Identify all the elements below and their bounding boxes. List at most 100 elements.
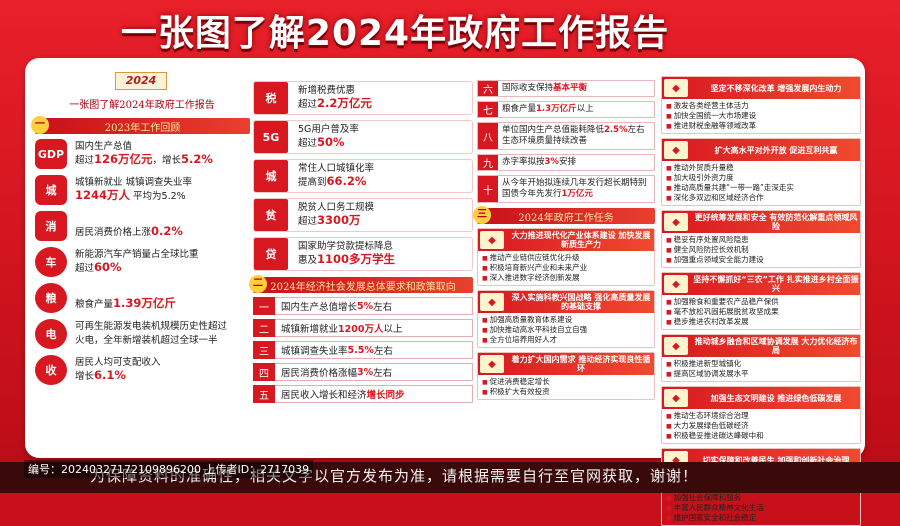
- review-line1: 城镇新就业 城镇调查失业率: [75, 177, 193, 188]
- target-number: 一: [253, 297, 275, 315]
- achievement-card: 贫脱贫人口务工规模 超过3300万: [253, 198, 473, 232]
- target-list: 一国内生产总值增长 5% 左右二城镇新增就业 1200万人 以上三城镇调查失业率 5.5%…: [253, 297, 473, 403]
- review-line2-text: 火电: [75, 335, 95, 346]
- card-highlight: 1100多万学生: [317, 252, 396, 266]
- column-targets-tasks: 六国际收支保持基本平衡七粮食产量1.3万亿斤以上八单位国内生产总值能耗降低2.5…: [473, 76, 655, 400]
- task-block: ◆ 坚定不移深化改革 增强发展内生动力激发各类经营主体活力加快全国统一大市场建设推…: [661, 76, 861, 134]
- watermark: 编号：20240327172109896200 上传者ID：2717039: [24, 460, 314, 478]
- year-badge: 2024: [115, 72, 167, 90]
- task-title: 坚持不懈抓好“三农”工作 扎实推进乡村全面振兴: [693, 275, 859, 293]
- task-item: 深入推进数字经济创新发展: [482, 273, 650, 283]
- target-highlight: 3%: [357, 366, 374, 378]
- review-item: 车新能源汽车产销量占全球比重 超过60%: [35, 246, 250, 278]
- target-suffix: 以上: [576, 104, 594, 114]
- target-suffix: 安排: [558, 157, 576, 167]
- task-item: 推动生态环境综合治理: [666, 411, 856, 421]
- card-highlight: 66.2%: [326, 174, 367, 188]
- review-text: 居民人均可支配收入 增长6.1%: [75, 357, 161, 383]
- task-icon: ◆: [664, 141, 688, 159]
- task-items: 加强高质量教育体系建设加快推动高水平科技自立自强全方位培养用好人才: [478, 313, 654, 347]
- card-line1: 常住人口城镇化率: [298, 163, 375, 174]
- card-text: 脱贫人口务工规模 超过3300万: [298, 202, 374, 228]
- footer-text: 为保障资料的准确性，相关文字以官方发布为准，请根据需要自行至官网获取，谢谢！: [90, 467, 699, 485]
- task-icon: ◆: [664, 337, 688, 355]
- target-row: 八单位国内生产总值能耗降低2.5%左右 生态环境质量持续改善: [477, 122, 655, 150]
- task-item: 提高区域协调发展水平: [666, 369, 856, 379]
- task-item: 积极推进新型城镇化: [666, 359, 856, 369]
- task-header: ◆ 更好统筹发展和安全 有效防范化解重点领域风险: [662, 211, 860, 233]
- target-row: 九赤字率拟按3%安排: [477, 154, 655, 171]
- review-icon: 车: [35, 247, 67, 277]
- target-highlight: 1200万人: [338, 324, 384, 335]
- task-icon: ◆: [480, 231, 504, 249]
- review-text: 国内生产总值 超过126万亿元，增长5.2%: [75, 141, 213, 167]
- review-line1: 居民人均可支配收入: [75, 357, 161, 368]
- achievement-card: 城常住人口城镇化率 提高到66.2%: [253, 159, 473, 193]
- card-text: 国家助学贷款提标降息 惠及1100多万学生: [298, 241, 395, 267]
- card-line2: 提高到: [298, 177, 327, 188]
- target-number: 五: [253, 385, 275, 403]
- task-item: 加大吸引外资力度: [666, 173, 856, 183]
- review-line1: 可再生能源发电装机规模历史性超过: [75, 321, 228, 332]
- target-label: 国内生产总值增长: [281, 302, 358, 313]
- task-item: 全方位培养用好人才: [482, 335, 650, 345]
- task-item: 加强粮食和重要农产品稳产保供: [666, 297, 856, 307]
- target-row: 三城镇调查失业率 5.5% 左右: [253, 341, 473, 359]
- review-icon: 粮: [35, 283, 67, 313]
- task-item: 毫不放松巩固拓展脱贫攻坚成果: [666, 307, 856, 317]
- target-label: 粮食产量: [502, 104, 537, 114]
- task-header: ◆ 加强生态文明建设 推进绿色低碳发展: [662, 387, 860, 409]
- review-text: 粮食产量1.39万亿斤: [75, 285, 176, 311]
- content-panel: 2024 一张图了解2024年政府工作报告 一 2023年工作回顾 GDP 国内生…: [25, 58, 865, 526]
- review-line2-text: 居民消费价格上涨: [75, 227, 152, 238]
- target-text: 赤字率拟按3%安排: [498, 155, 654, 170]
- review-icon: 电: [35, 319, 67, 349]
- target-text: 从今年开始拟连续几年发行超长期特别国债今年先发行1万亿元: [498, 176, 654, 202]
- review-icon: 收: [35, 355, 67, 385]
- task-item: 大力发展绿色低碳经济: [666, 421, 856, 431]
- target-highlight: 3%: [544, 157, 559, 167]
- target-text: 粮食产量1.3万亿斤以上: [498, 102, 654, 117]
- column-achievements: 税新增税费优惠 超过2.2万亿元 5G 5G用户普及率 超过50% 城常住人口城镇化率 提高…: [249, 76, 473, 403]
- target-highlight: 基本平衡: [553, 83, 588, 93]
- header-tag: 2024 一张图了解2024年政府工作报告: [53, 72, 231, 112]
- task-item: 积极稳妥推进碳达峰碳中和: [666, 431, 856, 441]
- review-highlight: 6.1%: [94, 368, 126, 382]
- task-items: 推动生态环境综合治理大力发展绿色低碳经济积极稳妥推进碳达峰碳中和: [662, 409, 860, 443]
- card-text: 常住人口城镇化率 提高到66.2%: [298, 163, 374, 189]
- review-list: GDP 国内生产总值 超过126万亿元，增长5.2% 城城镇新就业 城镇调查失业率 12…: [35, 138, 250, 386]
- target-row: 五居民收入增长和经济 增长同步: [253, 385, 473, 403]
- target-highlight: 1万亿元: [561, 189, 593, 199]
- task-item: 促进消费稳定增长: [482, 377, 650, 387]
- tasks-right-list: ◆ 坚定不移深化改革 增强发展内生动力激发各类经营主体活力加快全国统一大市场建设推…: [661, 76, 861, 526]
- review-icon: 城: [35, 175, 67, 205]
- tasks-mid-list: ◆ 大力推进现代化产业体系建设 加快发展新质生产力推动产业链供应链优化升级积极培育…: [477, 228, 655, 400]
- card-line2: 惠及: [298, 255, 318, 266]
- card-icon: 城: [254, 160, 288, 192]
- target-text: 国际收支保持基本平衡: [498, 81, 654, 96]
- review-highlight: 5.2%: [181, 152, 213, 166]
- review-text: 城镇新就业 城镇调查失业率 1244万人 平均为5.2%: [75, 177, 192, 203]
- task-items: 促进消费稳定增长积极扩大有效投资: [478, 375, 654, 399]
- target-number: 七: [478, 102, 498, 117]
- target-text: 单位国内生产总值能耗降低2.5%左右 生态环境质量持续改善: [498, 123, 654, 149]
- target-label: 居民消费价格涨幅: [281, 368, 358, 379]
- task-items: 加强粮食和重要农产品稳产保供毫不放松巩固拓展脱贫攻坚成果稳步推进农村改革发展: [662, 295, 860, 329]
- task-item: 维护国家安全和社会稳定: [666, 513, 856, 523]
- review-highlight: 1.39万亿斤: [113, 296, 176, 310]
- card-line1: 国家助学贷款提标降息: [298, 241, 394, 252]
- task-block: ◆ 深入实施科教兴国战略 强化高质量发展的基础支撑加强高质量教育体系建设加快推动高…: [477, 290, 655, 348]
- task-title: 加强生态文明建设 推进绿色低碳发展: [710, 393, 842, 403]
- target-number: 六: [478, 81, 498, 96]
- task-item: 积极扩大有效投资: [482, 387, 650, 397]
- card-icon: 贫: [254, 199, 288, 231]
- target-number: 九: [478, 155, 498, 170]
- task-block: ◆ 推动城乡融合和区域协调发展 大力优化经济布局积极推进新型城镇化提高区域协调发展…: [661, 334, 861, 382]
- task-item: 推动产业链供应链优化升级: [482, 253, 650, 263]
- column-review: 2024 一张图了解2024年政府工作报告 一 2023年工作回顾 GDP 国内生…: [31, 58, 250, 386]
- card-highlight: 3300万: [317, 213, 361, 227]
- review-icon: 消: [35, 211, 67, 241]
- task-title: 扩大高水平对外开放 促进互利共赢: [714, 145, 838, 155]
- task-item: 推动高质量共建“一带一路”走深走实: [666, 183, 856, 193]
- task-items: 激发各类经营主体活力加快全国统一大市场建设推进财税金融等领域改革: [662, 99, 860, 133]
